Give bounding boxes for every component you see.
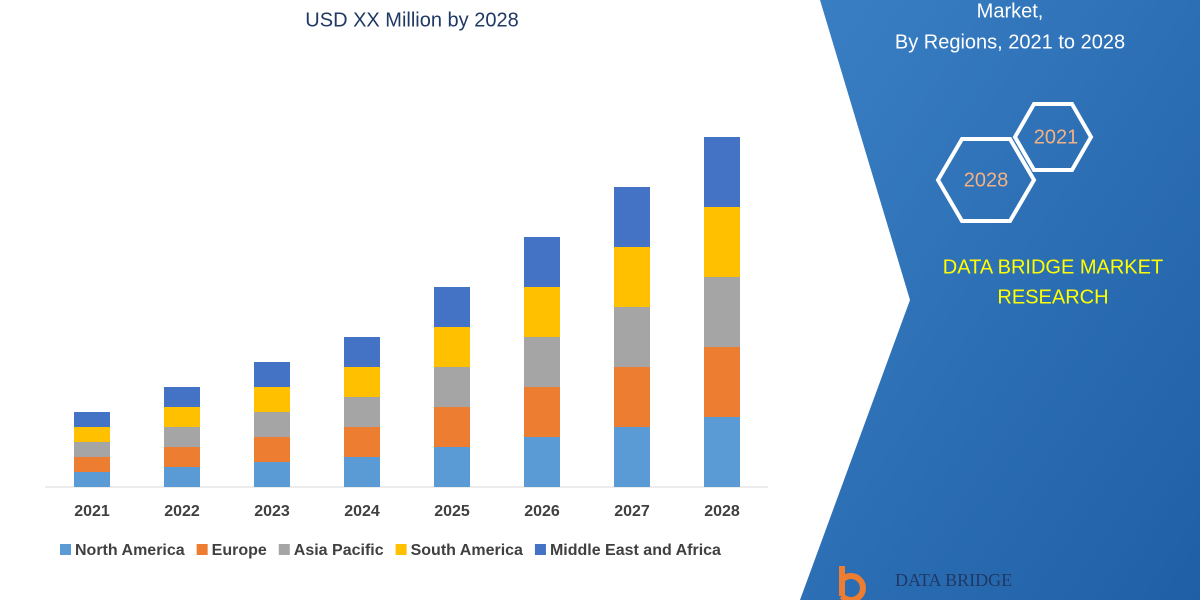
side-panel [800,0,1200,600]
legend-label: Middle East and Africa [550,542,721,559]
bar-segment [74,457,110,472]
bar-segment [434,447,470,487]
bar-segment [254,462,290,487]
bar-segment [74,472,110,487]
bar-segment [614,367,650,427]
bar-segment [524,437,560,487]
bar-segment [164,467,200,487]
bar-segment [344,397,380,427]
badge: 2021 [1034,126,1079,148]
brand: DATA BRIDGE MARKET [943,256,1163,278]
legend-label: Asia Pacific [294,542,384,559]
legend-swatch [534,544,546,555]
x-tick-label: 2028 [704,503,740,520]
hexagon [1012,102,1094,172]
bar-segment [434,407,470,447]
bar-segment [344,457,380,487]
bar-segment [524,387,560,437]
legend-swatch [278,544,290,555]
bar-segment [344,337,380,367]
legend-swatch [395,544,407,555]
x-tick-label: 2022 [164,503,200,520]
bar-segment [164,447,200,467]
bar-segment [614,427,650,487]
bar-segment [344,367,380,397]
panel-title: By Regions, 2021 to 2028 [895,31,1125,53]
legend-label: North America [75,542,185,559]
brand: RESEARCH [997,286,1108,308]
x-tick-label: 2026 [524,503,560,520]
legend-swatch [60,544,71,555]
bar-segment [704,137,740,207]
x-tick-label: 2024 [344,503,380,520]
legend-swatch [196,544,208,555]
panel-title: Market, [977,0,1044,22]
bar-segment [74,442,110,457]
x-tick-label: 2025 [434,503,470,520]
hexagon [935,137,1037,223]
x-tick-label: 2023 [254,503,290,520]
bar-segment [704,347,740,417]
bar-segment [254,387,290,412]
bar-segment [614,187,650,247]
x-tick-label: 2027 [614,503,650,520]
bar-segment [74,427,110,442]
legend-label: South America [411,542,523,559]
bar-segment [704,417,740,487]
bar-segment [344,427,380,457]
bar-segment [434,327,470,367]
x-tick-label: 2021 [74,503,110,520]
bar-segment [254,437,290,462]
bar-segment [524,337,560,387]
bar-segment [704,277,740,347]
bar-segment [254,362,290,387]
bar-segment [704,207,740,277]
logo: DATA BRIDGE [895,570,1012,590]
bar-segment [614,247,650,307]
bar-segment [524,237,560,287]
bar-segment [74,412,110,427]
bar-segment [164,387,200,407]
legend-label: Europe [212,542,267,559]
bar-segment [164,427,200,447]
bar-segment [614,307,650,367]
bar-segment [524,287,560,337]
bar-segment [254,412,290,437]
bar-segment [434,287,470,327]
badge: 2028 [964,169,1009,191]
bar-segment [434,367,470,407]
chart-title: USD XX Million by 2028 [305,9,518,31]
bar-segment [164,407,200,427]
